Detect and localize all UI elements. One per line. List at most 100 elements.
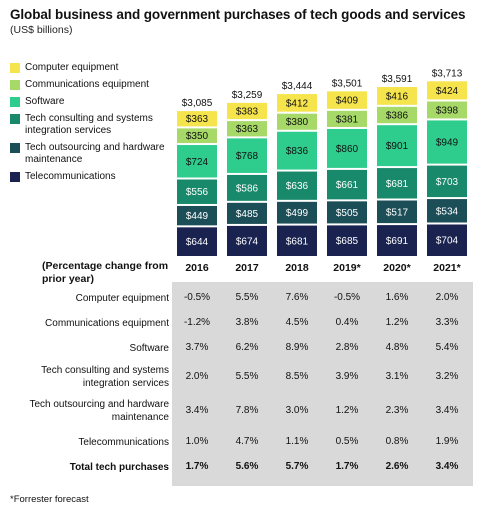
x-tick-label: 2016 (185, 262, 209, 274)
bar-value-label: $485 (236, 209, 259, 220)
bar-value-label: $691 (386, 236, 409, 247)
bar-value-label: $416 (386, 91, 409, 102)
table-cell: -0.5% (333, 292, 361, 303)
bar-total-label: $3,501 (332, 78, 363, 89)
table-cell: 3.9% (335, 371, 359, 382)
bar-segment-tech-outsourcing-5 (427, 199, 467, 223)
table-cell: 0.8% (385, 436, 409, 447)
table-cell: 1.7% (185, 461, 209, 472)
bar-value-label: $383 (236, 106, 259, 117)
footnote: *Forrester forecast (10, 494, 89, 505)
table-grey-background (172, 282, 473, 486)
bar-value-label: $681 (286, 236, 309, 247)
bar-segment-computer-equipment-0 (177, 111, 217, 127)
table-cell: 8.9% (285, 342, 309, 353)
bar-segment-software-1 (227, 138, 267, 173)
table-cell: 3.8% (235, 317, 259, 328)
bar-total-label: $3,444 (282, 81, 313, 92)
bar-segment-software-5 (427, 120, 467, 164)
table-cell: 8.5% (285, 371, 309, 382)
bar-value-label: $636 (286, 181, 309, 192)
table-cell: 5.5% (235, 292, 259, 303)
bar-value-label: $556 (186, 187, 209, 198)
table-cell: 1.2% (335, 405, 359, 416)
bar-value-label: $661 (336, 180, 359, 191)
legend-item-software: Software (10, 96, 180, 108)
bar-value-label: $860 (336, 144, 359, 155)
bar-value-label: $398 (436, 105, 459, 116)
table-row-label: Software (129, 342, 169, 354)
bar-value-label: $380 (286, 117, 309, 128)
legend-label: Tech outsourcing and hardware maintenanc… (25, 142, 165, 165)
bar-value-label: $505 (336, 208, 359, 219)
table-cell: 3.0% (285, 405, 309, 416)
table-cell: 5.4% (435, 342, 459, 353)
chart-title: Global business and government purchases… (10, 7, 466, 22)
bar-segment-computer-equipment-4 (377, 87, 417, 105)
bar-value-label: $350 (186, 131, 209, 142)
legend-item-tech-consulting: Tech consulting and systems integration … (10, 113, 180, 137)
bar-value-label: $363 (186, 114, 209, 125)
table-cell: 3.3% (435, 317, 459, 328)
bar-value-label: $363 (236, 124, 259, 135)
bar-segment-communications-equipment-3 (327, 110, 367, 127)
table-cell: 2.8% (335, 342, 359, 353)
table-cell: 6.2% (235, 342, 259, 353)
x-tick-label: 2021* (433, 262, 461, 274)
table-cell: 7.6% (285, 292, 309, 303)
legend-item-computer-equipment: Computer equipment (10, 62, 180, 74)
bar-segment-computer-equipment-5 (427, 81, 467, 100)
legend-swatch (10, 97, 20, 107)
table-cell: 5.6% (235, 461, 259, 472)
legend-item-telecommunications: Telecommunications (10, 171, 180, 183)
table-cell: 1.0% (185, 436, 209, 447)
bar-segment-tech-outsourcing-4 (377, 200, 417, 224)
table-row-label: Tech consulting and systems integration … (41, 365, 169, 389)
bar-value-label: $534 (436, 206, 459, 217)
table-cell: -1.2% (183, 317, 211, 328)
table-row-label: Computer equipment (75, 292, 169, 304)
bar-segment-telecommunications-5 (427, 224, 467, 256)
x-tick-label: 2018 (285, 262, 309, 274)
bar-total-label: $3,085 (182, 98, 213, 109)
bar-value-label: $586 (236, 183, 259, 194)
legend-label: Telecommunications (25, 171, 116, 182)
bar-segment-software-2 (277, 131, 317, 170)
table-row-label: Tech outsourcing and hardware maintenanc… (29, 399, 169, 423)
legend-label: Tech consulting and systems integration … (25, 113, 153, 136)
bar-segment-tech-consulting-5 (427, 165, 467, 198)
bar-segment-tech-consulting-4 (377, 168, 417, 199)
bar-segment-telecommunications-0 (177, 227, 217, 256)
bar-value-label: $449 (186, 211, 209, 222)
bar-value-label: $768 (236, 151, 259, 162)
table-cell: 3.4% (185, 405, 209, 416)
bar-segment-computer-equipment-3 (327, 91, 367, 109)
legend-label: Software (25, 96, 65, 107)
legend-item-communications-equipment: Communications equipment (10, 79, 180, 91)
bar-value-label: $412 (286, 98, 309, 109)
table-cell: 1.1% (285, 436, 309, 447)
legend-swatch (10, 143, 20, 153)
bar-segment-tech-outsourcing-0 (177, 205, 217, 226)
bar-segment-telecommunications-1 (227, 225, 267, 256)
legend-swatch (10, 114, 20, 124)
x-tick-label: 2019* (333, 262, 361, 274)
bar-value-label: $517 (386, 207, 409, 218)
bar-value-label: $424 (436, 86, 459, 97)
bar-segment-computer-equipment-2 (277, 94, 317, 112)
bar-segment-communications-equipment-1 (227, 121, 267, 137)
table-cell: 5.7% (285, 461, 309, 472)
table-cell: 1.2% (385, 317, 409, 328)
table-cell: -0.5% (183, 292, 211, 303)
table-cell: 4.7% (235, 436, 259, 447)
table-row-label: Telecommunications (78, 436, 169, 448)
table-cell: 3.2% (435, 371, 459, 382)
table-row-label: Communications equipment (45, 317, 169, 329)
bar-value-label: $409 (336, 96, 359, 107)
legend-swatch (10, 63, 20, 73)
bar-total-label: $3,591 (382, 74, 413, 85)
table-cell: 7.8% (235, 405, 259, 416)
legend-label: Communications equipment (25, 79, 149, 90)
bar-value-label: $724 (186, 157, 209, 168)
table-cell: 2.0% (185, 371, 209, 382)
